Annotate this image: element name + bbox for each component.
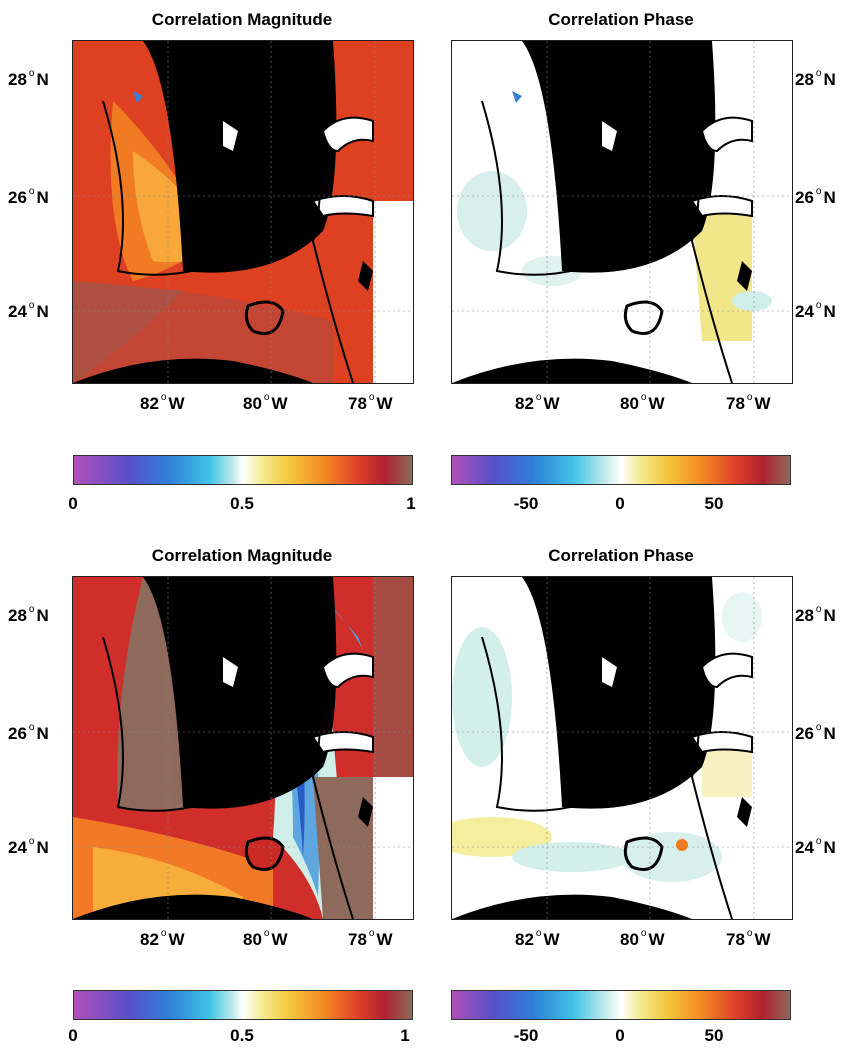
panel-title: Correlation Magnitude [151,10,333,29]
lon-label-80: 80 o W [620,928,665,949]
lat-label-24: 24 o N [795,300,836,321]
panel-title: Correlation Phase [548,10,694,29]
lon-label-80: 80 o W [243,392,288,413]
lat-label-28: 28 o N [795,604,836,625]
lat-label-28: 28 o N [8,604,49,625]
panel-title: Correlation Phase [548,546,694,565]
panel-title: Correlation Magnitude [151,546,333,565]
colorbar-tick: 0.5 [230,1026,254,1045]
colorbar-tick: 1 [400,1026,410,1045]
lat-label-24: 24 o N [795,836,836,857]
colorbar-tick: 1 [406,494,416,513]
colorbar-tick: 50 [704,494,724,513]
colorbar-tick: 0 [615,494,625,513]
colorbar-tick: 0 [68,1026,78,1045]
colorbar-tick: 0 [615,1026,625,1045]
colorbar-tick: -50 [513,1026,539,1045]
map-canvas [452,577,792,919]
colorbar-magnitude [73,990,413,1020]
map-magnitude-top [72,40,414,384]
lat-label-24: 24 o N [8,836,49,857]
map-phase-bottom [451,576,793,920]
lat-label-28: 28 o N [8,68,49,89]
map-magnitude-bottom [72,576,414,920]
colorbar-phase [451,990,791,1020]
lat-label-24: 24 o N [8,300,49,321]
colorbar-tick: -50 [513,494,539,513]
lat-label-26: 26 o N [795,722,836,743]
map-canvas [452,41,792,383]
lon-label-78: 78 o W [726,392,771,413]
colorbar-magnitude [73,455,413,485]
colorbar-tick: 0.5 [230,494,254,513]
lon-label-80: 80 o W [243,928,288,949]
colorbar-tick: 50 [704,1026,724,1045]
map-canvas [73,41,413,383]
lon-label-78: 78 o W [726,928,771,949]
lon-label-82: 82 o W [515,928,560,949]
lon-label-82: 82 o W [140,392,185,413]
lon-label-78: 78 o W [348,392,393,413]
colorbar-phase [451,455,791,485]
lat-label-26: 26 o N [8,186,49,207]
lat-label-26: 26 o N [8,722,49,743]
lat-label-26: 26 o N [795,186,836,207]
lon-label-78: 78 o W [348,928,393,949]
lon-label-82: 82 o W [140,928,185,949]
lon-label-82: 82 o W [515,392,560,413]
lon-label-80: 80 o W [620,392,665,413]
lat-label-28: 28 o N [795,68,836,89]
map-phase-top [451,40,793,384]
map-canvas [73,577,413,919]
colorbar-tick: 0 [68,494,78,513]
